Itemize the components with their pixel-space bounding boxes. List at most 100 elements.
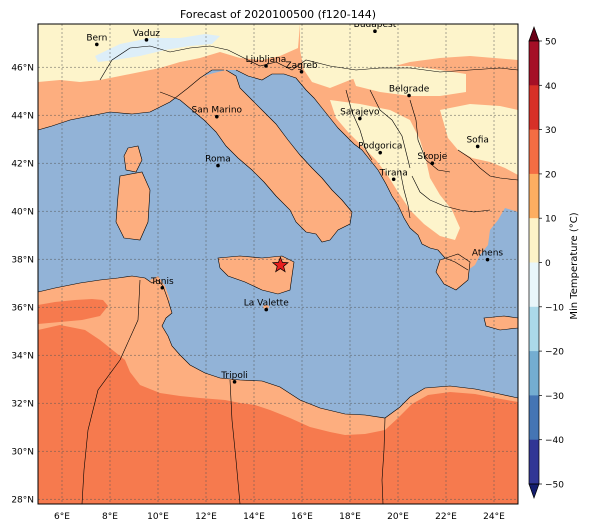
city-label: Tripoli (220, 371, 248, 381)
city-label: Tunis (150, 277, 174, 287)
lat-lon-grid (38, 24, 518, 504)
city-label: Sofia (466, 135, 488, 145)
colorbar-ticks: 50 40 30 20 10 0 −10 −20 −30 −40 −50 (539, 38, 564, 491)
y-tick-label: 40°N (11, 208, 34, 218)
city-label: Bern (86, 33, 107, 43)
peloponnese-land (436, 254, 470, 290)
y-tick-label: 30°N (11, 448, 34, 458)
algeria-warm-zone (38, 299, 108, 324)
city-label: Tirana (379, 168, 408, 178)
city-dot (358, 116, 362, 121)
x-tick-label: 16°E (291, 512, 313, 522)
colorbar-tick-label: 0 (545, 259, 551, 269)
colorbar-tick-label: 20 (545, 170, 557, 180)
city-dot (407, 93, 411, 98)
tunisia-coast-land (150, 276, 170, 310)
colorbar-segment (529, 439, 539, 485)
sahara-warm-zone (38, 325, 518, 504)
city-label: La Valette (244, 299, 289, 309)
city-label: San Marino (192, 106, 243, 116)
y-tick-label: 42°N (11, 160, 34, 170)
colorbar-segment (529, 262, 539, 308)
colorbar-tick-label: 10 (545, 215, 557, 225)
colorbar-segment (529, 218, 539, 263)
x-tick-label: 24°E (483, 512, 505, 522)
y-tick-label: 36°N (11, 304, 34, 314)
city-label: Roma (205, 155, 231, 165)
colorbar-tick-label: −10 (545, 303, 564, 313)
country-borders (38, 45, 518, 504)
hungary-cool-zone (350, 66, 466, 96)
corsica-land (124, 146, 142, 172)
city-dot (160, 285, 165, 290)
colorbar-segment (529, 395, 539, 441)
x-tick-label: 20°E (387, 512, 409, 522)
city-label: Sarajevo (340, 108, 380, 118)
map-title: Forecast of 2020100500 (f120-144) (180, 8, 376, 21)
city-label: Ljubljana (246, 55, 287, 65)
city-dot (264, 64, 268, 68)
map-frame (37, 23, 519, 505)
city-dot (378, 150, 383, 155)
city-label: Skopje (417, 152, 447, 162)
x-tick-label: 22°E (435, 512, 457, 522)
dinaric-cool-zone (330, 100, 460, 240)
y-tick-label: 34°N (11, 352, 34, 362)
city-dot (216, 163, 220, 168)
longitude-ticks: 6°E 8°E 10°E 12°E 14°E 16°E 18°E 20°E 22°E 24°E (54, 512, 505, 522)
y-tick-label: 46°N (11, 64, 34, 74)
latitude-ticks: 46°N 44°N 42°N 40°N 38°N 36°N 34°N 32°N 30°N 28°N (11, 64, 34, 506)
crete-land (484, 316, 518, 330)
x-tick-label: 18°E (339, 512, 361, 522)
colorbar-tick-label: −50 (545, 481, 564, 491)
x-tick-label: 6°E (54, 512, 70, 522)
x-tick-label: 12°E (195, 512, 217, 522)
colorbar-max-arrow (528, 25, 540, 42)
city-label: Budapest (354, 20, 397, 30)
city-dot (485, 257, 490, 262)
italy-land (160, 70, 352, 242)
x-tick-label: 10°E (147, 512, 169, 522)
city-dot (475, 144, 480, 149)
city-dot (232, 380, 237, 384)
city-label: Belgrade (389, 85, 430, 95)
colorbar-tick-label: −20 (545, 348, 564, 358)
colorbar-tick-label: −40 (545, 436, 564, 446)
city-dot (391, 177, 396, 182)
colorbar (528, 25, 540, 500)
colorbar-label: Min Temperature (°C) (569, 212, 580, 319)
colorbar-tick-label: 30 (545, 126, 557, 136)
city-label: Zagreb (285, 61, 317, 71)
highlight-location-star (271, 256, 289, 273)
colorbar-tick-label: −30 (545, 392, 564, 402)
colorbar-segment (529, 351, 539, 396)
city-label: Vaduz (133, 29, 160, 39)
colorbar-segment (529, 306, 539, 352)
city-dot (430, 161, 435, 165)
sicily-land (218, 256, 294, 294)
alpine-cool-zone (38, 24, 300, 82)
colorbar-segment (529, 129, 539, 175)
colorbar-tick-label: 50 (545, 38, 557, 48)
city-label: Athens (472, 249, 503, 259)
y-tick-label: 28°N (11, 496, 34, 506)
bulgaria-cool-zone (440, 104, 518, 175)
city-dot (144, 38, 149, 42)
colorbar-tick-label: 40 (545, 82, 557, 92)
colorbar-segment (529, 85, 539, 131)
sardinia-land (116, 172, 150, 240)
city-dot (264, 307, 269, 312)
y-tick-label: 38°N (11, 256, 34, 266)
city-label: Podgorica (358, 142, 402, 152)
city-dot (215, 114, 219, 119)
y-tick-label: 44°N (11, 112, 34, 122)
colorbar-segment (529, 41, 539, 86)
city-dot (373, 29, 377, 33)
colorbar-min-arrow (528, 483, 540, 500)
colorbar-segment (529, 173, 539, 219)
y-tick-label: 32°N (11, 400, 34, 410)
x-tick-label: 8°E (102, 512, 118, 522)
